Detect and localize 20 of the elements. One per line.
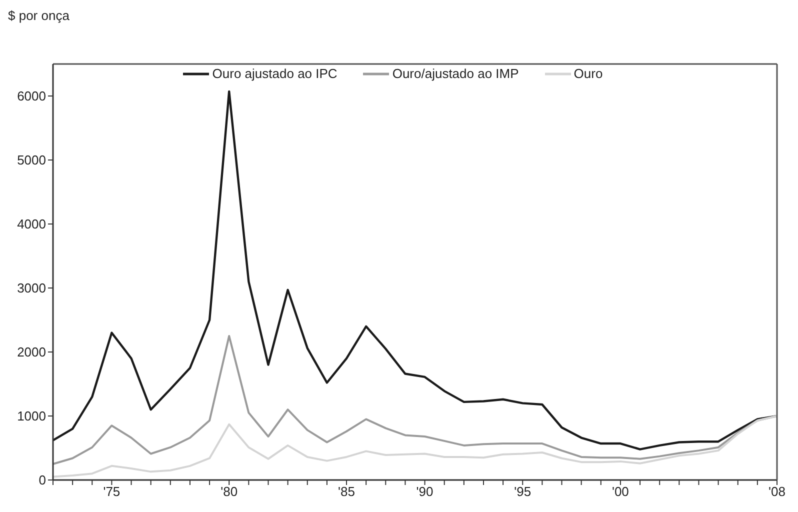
x-tick-label: '95 [514, 484, 532, 500]
x-tick-label: '85 [338, 484, 355, 500]
x-tick-label: '80 [220, 484, 238, 500]
legend-label: Ouro/ajustado ao IMP [392, 66, 519, 81]
y-tick-label: 1000 [17, 408, 46, 424]
legend-label: Ouro [574, 66, 603, 81]
y-tick-label: 4000 [17, 216, 46, 232]
line-series [52, 90, 778, 450]
y-axis-title: $ por onça [8, 8, 70, 23]
y-tick-label: 6000 [17, 88, 46, 104]
x-tick-label: '90 [416, 484, 434, 500]
y-tick-label: 2000 [17, 344, 46, 360]
y-tick-label: 5000 [17, 152, 46, 168]
x-tick-label: '00 [612, 484, 629, 500]
line-series [52, 415, 778, 478]
x-tick-label: '75 [103, 484, 120, 500]
legend-label: Ouro ajustado ao IPC [212, 66, 338, 81]
y-tick-label: 3000 [17, 280, 46, 296]
x-tick-label: '08 [768, 484, 786, 500]
y-tick-label: 0 [38, 472, 46, 488]
